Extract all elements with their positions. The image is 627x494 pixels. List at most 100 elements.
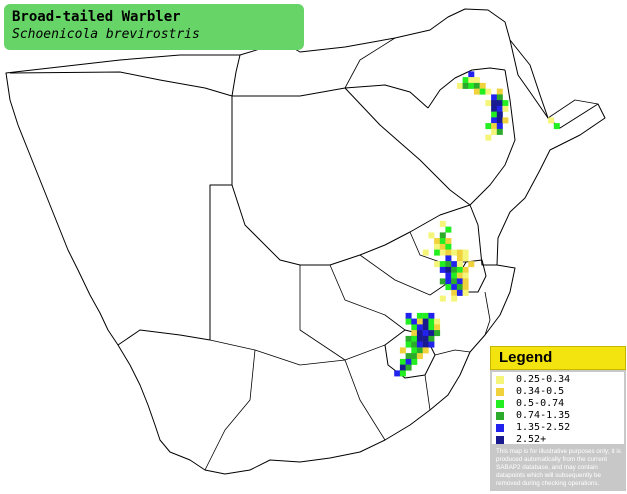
grid-cell (428, 312, 435, 319)
grid-cell (405, 318, 412, 325)
grid-cell (456, 249, 463, 256)
grid-cell (411, 347, 418, 354)
grid-cell (405, 341, 412, 348)
species-title-box: Broad-tailed Warbler Schoenicola breviro… (4, 4, 304, 50)
grid-cell (416, 341, 423, 348)
grid-cell (416, 330, 423, 337)
legend-item-label: 0.74-1.35 (516, 410, 571, 421)
legend-swatch (496, 436, 504, 444)
grid-cell (485, 134, 492, 141)
legend-swatch (496, 412, 504, 420)
grid-cell (468, 77, 475, 84)
grid-cell (405, 312, 412, 319)
grid-cell (462, 266, 469, 273)
legend-swatch (496, 376, 504, 384)
grid-cell (496, 111, 503, 118)
border-botswana-south-africa (231, 184, 471, 266)
grid-cell (399, 370, 406, 377)
grid-cell (428, 232, 435, 239)
grid-cell (485, 100, 492, 107)
grid-cell (428, 324, 435, 331)
grid-cell (422, 312, 429, 319)
grid-cell (411, 324, 418, 331)
species-scientific-name: Schoenicola brevirostris (12, 27, 200, 42)
grid-cell (496, 128, 503, 135)
border-malawi (547, 99, 599, 119)
grid-cell (422, 341, 429, 348)
grid-cell (416, 312, 423, 319)
grid-cell (439, 238, 446, 245)
grid-cell (411, 335, 418, 342)
grid-cell (451, 295, 458, 302)
grid-cell (462, 77, 469, 84)
border-zimbabwe-botswana (344, 87, 471, 206)
grid-cell (411, 330, 418, 337)
country-borders (5, 8, 606, 475)
grid-cell (434, 324, 441, 331)
reporting-rate-grid (394, 71, 560, 377)
grid-cell (439, 295, 446, 302)
legend-disclaimer: This map is for illustrative purposes on… (496, 448, 621, 487)
grid-cell (439, 261, 446, 268)
grid-cell (451, 272, 458, 279)
legend-item-label: 0.34-0.5 (516, 386, 565, 397)
border-south-africa-mozambique (469, 204, 497, 266)
grid-cell (439, 266, 446, 273)
grid-cell (422, 318, 429, 325)
grid-cell (462, 255, 469, 262)
grid-cell (462, 249, 469, 256)
grid-cell (473, 77, 480, 84)
grid-cell (553, 123, 560, 130)
grid-cell (491, 128, 498, 135)
border-zimbabwe-zambia (427, 67, 506, 109)
legend-item-label: 2.52+ (516, 434, 547, 445)
grid-cell (434, 318, 441, 325)
grid-cell (496, 123, 503, 130)
grid-cell (434, 249, 441, 256)
grid-cell (405, 364, 412, 371)
grid-cell (445, 255, 452, 262)
grid-cell (491, 105, 498, 112)
border-namibia-botswana (9, 71, 233, 340)
legend-item-label: 1.35-2.52 (516, 422, 571, 433)
grid-cell (405, 358, 412, 365)
grid-cell (496, 100, 503, 107)
province-borders (204, 231, 491, 471)
grid-cell (491, 123, 498, 130)
grid-cell (434, 238, 441, 245)
grid-cell (491, 94, 498, 101)
grid-cell (456, 255, 463, 262)
species-common-name: Broad-tailed Warbler (12, 9, 181, 25)
grid-cell (405, 353, 412, 360)
coastline (5, 8, 606, 475)
grid-cell (445, 249, 452, 256)
grid-cell (456, 278, 463, 285)
grid-cell (422, 330, 429, 337)
border-lesotho (384, 329, 436, 379)
grid-cell (456, 82, 463, 89)
grid-cell (439, 220, 446, 227)
grid-cell (456, 284, 463, 291)
grid-cell (428, 330, 435, 337)
grid-cell (439, 243, 446, 250)
grid-cell (496, 88, 503, 95)
grid-cell (434, 243, 441, 250)
grid-cell (502, 117, 509, 124)
legend-swatch (496, 400, 504, 408)
border-zambia-angola (231, 54, 241, 97)
grid-cell (451, 289, 458, 296)
grid-cell (416, 335, 423, 342)
grid-cell (462, 278, 469, 285)
grid-cell (548, 117, 555, 124)
grid-cell (445, 243, 452, 250)
grid-cell (445, 272, 452, 279)
border-zimbabwe-interior (344, 37, 396, 89)
legend-title: Legend (499, 349, 553, 366)
grid-cell (422, 335, 429, 342)
grid-cell (473, 88, 480, 95)
grid-cell (468, 82, 475, 89)
grid-cell (411, 341, 418, 348)
grid-cell (416, 324, 423, 331)
grid-cell (485, 88, 492, 95)
border-botswana-zambia (232, 84, 429, 109)
